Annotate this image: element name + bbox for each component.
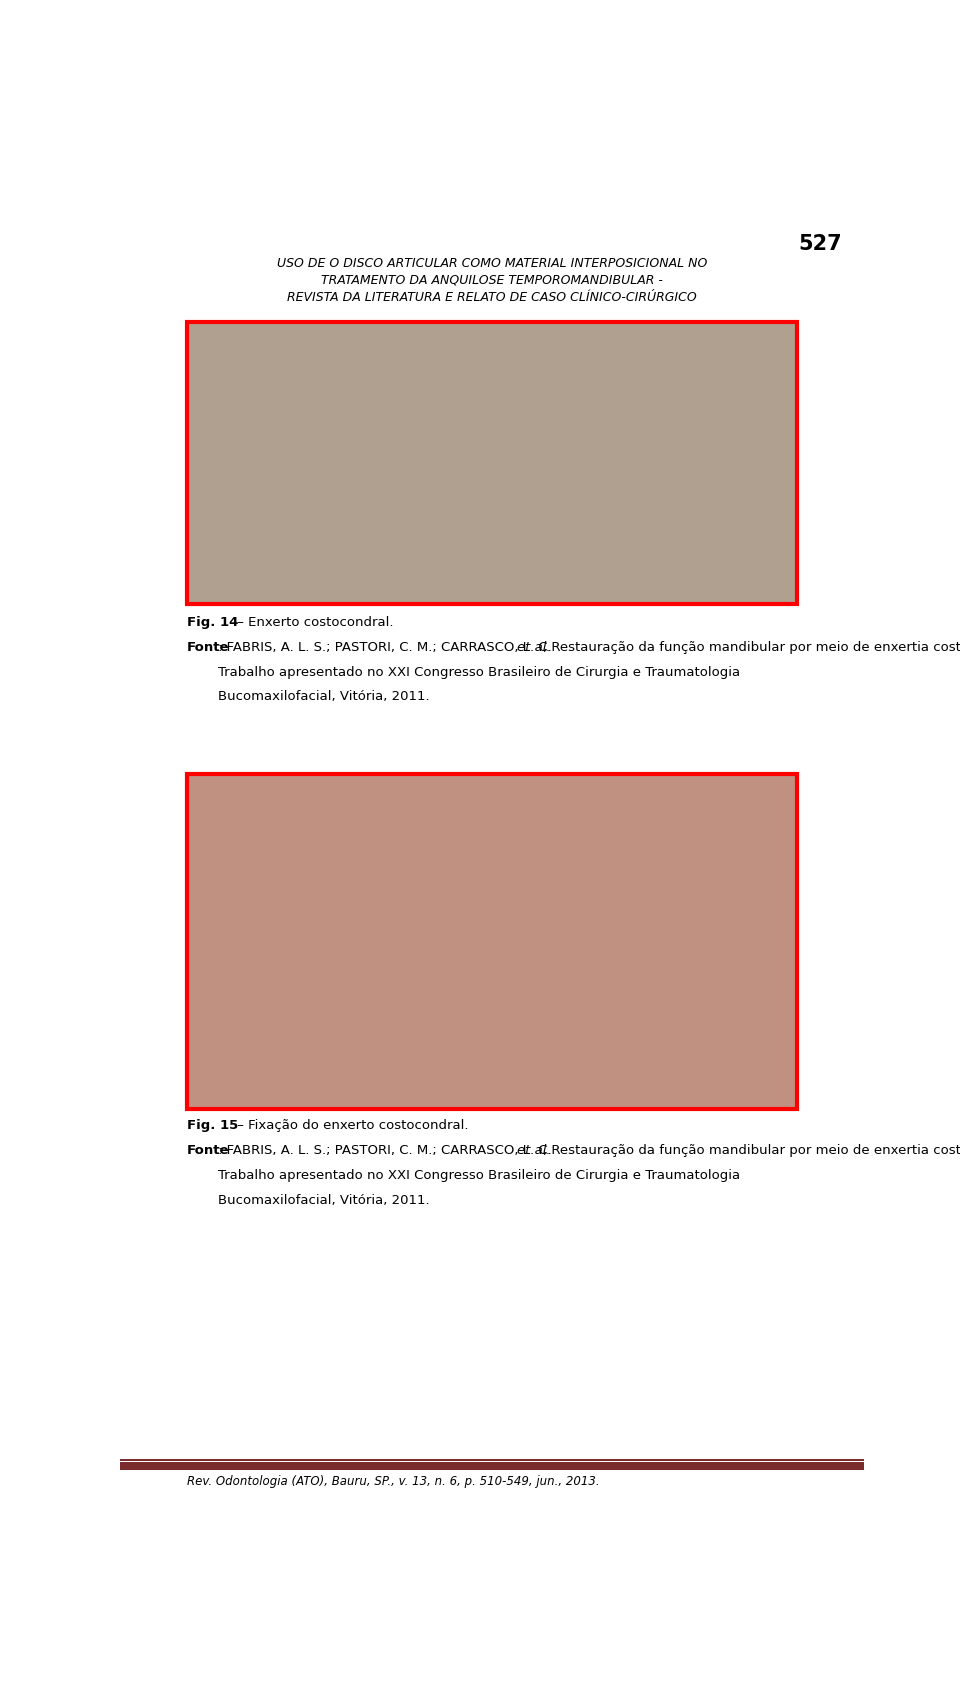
Text: : FABRIS, A. L. S.; PASTORI, C. M.; CARRASCO, L. C.: : FABRIS, A. L. S.; PASTORI, C. M.; CARR…: [218, 640, 556, 654]
Text: TRATAMENTO DA ANQUILOSE TEMPOROMANDIBULAR -: TRATAMENTO DA ANQUILOSE TEMPOROMANDIBULA…: [321, 274, 663, 286]
Text: Bucomaxilofacial, Vitória, 2011.: Bucomaxilofacial, Vitória, 2011.: [218, 691, 430, 703]
Text: REVISTA DA LITERATURA E RELATO DE CASO CLÍNICO-CIRÚRGICO: REVISTA DA LITERATURA E RELATO DE CASO C…: [287, 291, 697, 303]
Bar: [187, 774, 797, 1108]
Text: Bucomaxilofacial, Vitória, 2011.: Bucomaxilofacial, Vitória, 2011.: [218, 1193, 430, 1207]
Text: Fig. 15: Fig. 15: [187, 1118, 238, 1132]
Bar: [187, 322, 797, 604]
Bar: [120, 1462, 864, 1471]
Text: et al.: et al.: [517, 1144, 551, 1157]
Text: – Enxerto costocondral.: – Enxerto costocondral.: [233, 616, 394, 628]
Text: Trabalho apresentado no XXI Congresso Brasileiro de Cirurgia e Traumatologia: Trabalho apresentado no XXI Congresso Br…: [218, 1169, 740, 1181]
Text: , Restauração da função mandibular por meio de enxertia costocondral e coronoide: , Restauração da função mandibular por m…: [542, 1144, 960, 1157]
Bar: [187, 774, 797, 1108]
Text: USO DE O DISCO ARTICULAR COMO MATERIAL INTERPOSICIONAL NO: USO DE O DISCO ARTICULAR COMO MATERIAL I…: [276, 257, 708, 269]
Text: Fig. 14: Fig. 14: [187, 616, 238, 628]
Bar: [187, 322, 797, 604]
Text: : FABRIS, A. L. S.; PASTORI, C. M.; CARRASCO, L. C.: : FABRIS, A. L. S.; PASTORI, C. M.; CARR…: [218, 1144, 556, 1157]
Text: et al.: et al.: [517, 640, 551, 654]
Bar: [120, 1459, 864, 1460]
Text: Trabalho apresentado no XXI Congresso Brasileiro de Cirurgia e Traumatologia: Trabalho apresentado no XXI Congresso Br…: [218, 665, 740, 679]
Text: 527: 527: [798, 235, 842, 254]
Text: Fonte: Fonte: [187, 640, 229, 654]
Text: – Fixação do enxerto costocondral.: – Fixação do enxerto costocondral.: [233, 1118, 468, 1132]
Text: , Restauração da função mandibular por meio de enxertia costocondral e coronoide: , Restauração da função mandibular por m…: [542, 640, 960, 654]
Text: Fonte: Fonte: [187, 1144, 229, 1157]
Text: Rev. Odontologia (ATO), Bauru, SP., v. 13, n. 6, p. 510-549, jun., 2013.: Rev. Odontologia (ATO), Bauru, SP., v. 1…: [187, 1476, 600, 1489]
